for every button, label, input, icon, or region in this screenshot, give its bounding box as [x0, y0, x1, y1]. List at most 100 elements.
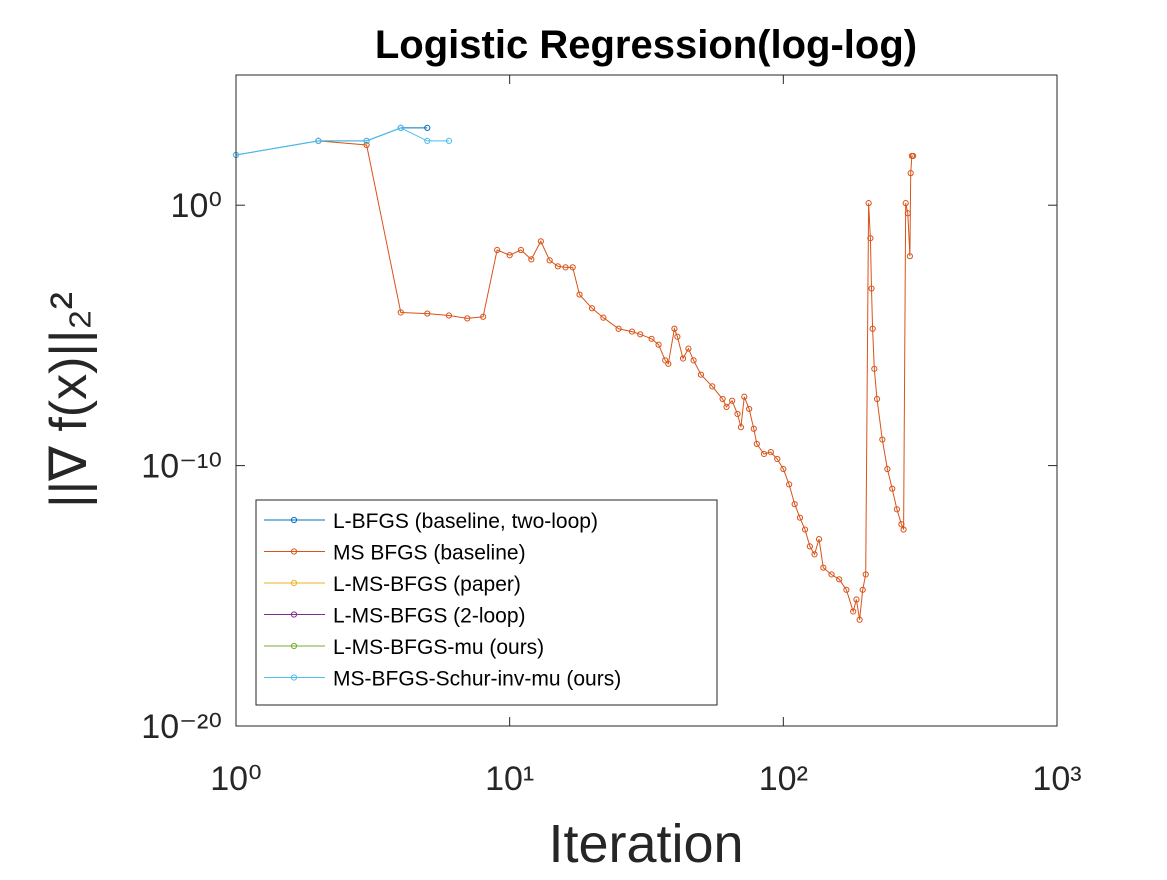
- point-marker: [424, 124, 431, 132]
- point-marker: [674, 333, 681, 340]
- point-marker: [315, 137, 322, 144]
- point-marker: [871, 365, 878, 372]
- x-tick-label: 10¹: [485, 760, 534, 798]
- legend-marker: [290, 642, 298, 650]
- point-marker: [709, 383, 716, 390]
- legend-label: L-MS-BFGS (2-loop): [333, 605, 526, 628]
- point-marker: [517, 246, 525, 254]
- legend-marker: [290, 516, 298, 524]
- point-marker: [637, 331, 644, 338]
- point-marker: [867, 235, 874, 242]
- legend-label: L-MS-BFGS (paper): [333, 573, 521, 596]
- point-marker: [655, 341, 662, 348]
- x-tick-label: 10⁰: [210, 760, 261, 798]
- point-marker: [801, 526, 809, 533]
- point-marker: [760, 450, 768, 458]
- chart-title: Logistic Regression(log-log): [375, 23, 917, 67]
- point-marker: [869, 325, 876, 332]
- point-marker: [753, 440, 760, 448]
- point-marker: [836, 576, 843, 583]
- point-marker: [865, 200, 872, 207]
- point-marker: [856, 616, 863, 623]
- point-marker: [723, 403, 730, 410]
- legend-box: [255, 499, 718, 706]
- point-marker: [445, 137, 453, 144]
- point-marker: [900, 526, 907, 533]
- point-marker: [537, 238, 544, 245]
- point-marker: [685, 345, 692, 352]
- x-tick-label: 10²: [759, 760, 808, 798]
- axes-box: [235, 74, 1058, 727]
- point-marker: [528, 256, 535, 263]
- point-marker: [774, 455, 781, 463]
- point-marker: [719, 395, 726, 403]
- point-marker: [397, 124, 404, 132]
- legend-label: MS-BFGS-Schur-inv-mu (ours): [333, 668, 621, 691]
- point-marker: [873, 395, 881, 403]
- series-line: [318, 140, 914, 620]
- point-marker: [546, 257, 553, 264]
- y-tick-label: 10⁻²⁰: [141, 708, 222, 746]
- point-marker: [588, 305, 596, 312]
- point-marker: [767, 448, 774, 456]
- point-marker: [464, 315, 471, 322]
- plot-area: [232, 124, 917, 623]
- legend-label: MS BFGS (baseline): [333, 542, 526, 565]
- point-marker: [734, 410, 741, 418]
- point-marker: [397, 309, 404, 316]
- x-tick-label: 10³: [1032, 760, 1081, 798]
- point-marker: [363, 137, 370, 144]
- point-marker: [697, 371, 705, 378]
- point-marker: [904, 210, 911, 217]
- y-tick-label: 10⁻¹⁰: [141, 448, 222, 486]
- point-marker: [796, 514, 804, 521]
- point-marker: [662, 357, 669, 364]
- point-marker: [806, 543, 813, 550]
- legend-marker: [290, 579, 298, 587]
- legend: L-BFGS (baseline, two-loop) MS BFGS (base…: [255, 499, 718, 706]
- point-marker: [791, 501, 798, 508]
- point-marker: [889, 485, 896, 492]
- point-marker: [562, 264, 569, 271]
- point-marker: [828, 571, 835, 578]
- y-axis-label: ||∇ f(x)||₂²: [40, 292, 98, 508]
- point-marker: [729, 397, 736, 404]
- point-marker: [843, 586, 850, 593]
- point-marker: [363, 141, 370, 149]
- point-marker: [480, 313, 487, 320]
- legend-marker: [290, 674, 298, 681]
- point-marker: [907, 170, 914, 177]
- point-marker: [737, 424, 745, 431]
- point-marker: [690, 357, 697, 364]
- legend-marker: [290, 548, 298, 555]
- series-line: [235, 127, 449, 156]
- point-marker: [600, 314, 607, 321]
- point-marker: [746, 405, 753, 413]
- point-marker: [671, 325, 678, 332]
- point-marker: [424, 310, 431, 317]
- point-marker: [868, 285, 875, 292]
- point-marker: [906, 253, 913, 260]
- point-marker: [811, 551, 818, 558]
- point-marker: [569, 264, 576, 271]
- point-marker: [741, 393, 748, 400]
- point-marker: [853, 596, 860, 603]
- legend-marker: [290, 611, 298, 618]
- point-marker: [780, 465, 787, 473]
- point-marker: [902, 200, 909, 207]
- point-marker: [628, 328, 636, 335]
- point-marker: [815, 536, 823, 543]
- point-marker: [648, 335, 655, 342]
- point-marker: [850, 608, 857, 615]
- point-marker: [879, 436, 886, 443]
- point-marker: [862, 571, 869, 578]
- point-marker: [424, 137, 431, 144]
- x-axis-label: Iteration: [548, 814, 743, 874]
- point-marker: [859, 586, 866, 593]
- point-marker: [506, 252, 513, 259]
- point-marker: [576, 291, 583, 298]
- point-marker: [615, 325, 622, 332]
